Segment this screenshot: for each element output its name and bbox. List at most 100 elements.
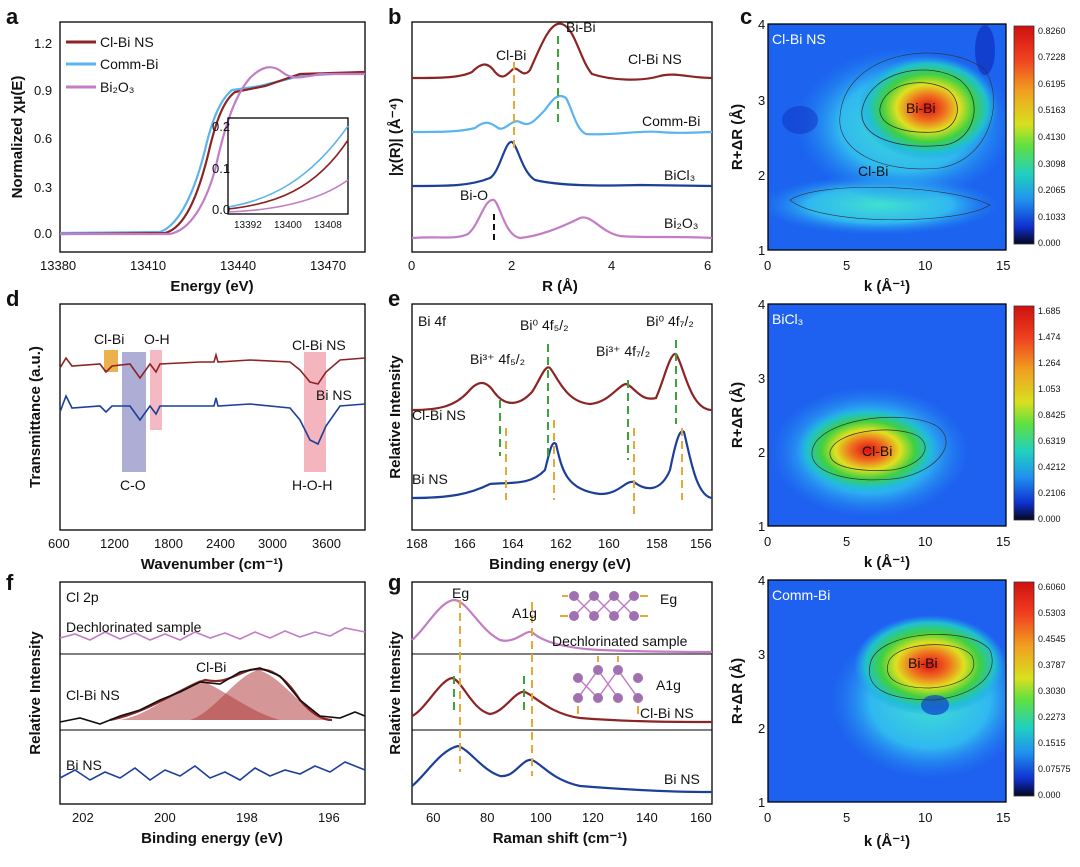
inset-ytick: 0.2 — [212, 119, 230, 134]
xtick: 6 — [704, 258, 711, 273]
xlabel-c2: k (Å⁻¹) — [864, 554, 910, 571]
ytick: 4 — [758, 573, 765, 588]
xlabel-b: R (Å) — [542, 278, 578, 295]
crystal-structure-a1g — [573, 656, 643, 714]
ylabel-g: Relative Intensity — [387, 631, 404, 755]
annotation-bi-bi: Bi-Bi — [566, 19, 596, 35]
xtick: 156 — [690, 536, 712, 551]
xtick: 166 — [454, 536, 476, 551]
series-f-dechlorinated — [59, 627, 366, 641]
band-h-o-h — [304, 352, 326, 472]
inset-xtick: 13408 — [314, 220, 342, 231]
inset-a: 0.0 0.1 0.2 13392 13400 13408 — [212, 117, 349, 231]
legend-label-comm-bi: Comm-Bi — [100, 56, 158, 72]
xtick: 1200 — [100, 536, 129, 551]
series-label: Dechlorinated sample — [552, 633, 688, 649]
ylabel-d: Transmittance (a.u.) — [27, 346, 44, 488]
panel-b-frame — [411, 21, 713, 253]
xtick: 3600 — [312, 536, 341, 551]
xtick: 13410 — [130, 258, 166, 273]
annotation: Bi⁰ 4f₅/₂ — [520, 317, 569, 333]
cbar-tick: 0.8260 — [1038, 26, 1066, 36]
inset-xtick: 13400 — [274, 220, 302, 231]
xlabel-f: Binding energy (eV) — [141, 830, 283, 847]
inset-xtick: 13392 — [234, 220, 262, 231]
cbar-tick: 0.3787 — [1038, 660, 1066, 670]
xtick: 200 — [154, 810, 176, 825]
annotation-cl-bi: Cl-Bi — [496, 47, 526, 63]
annotation-eg: Eg — [452, 585, 469, 601]
map-second-label: Cl-Bi — [858, 163, 888, 179]
ylabel-b: |χ(R)| (Å⁻⁴) — [387, 98, 404, 176]
series-g-bi-ns — [411, 744, 713, 794]
series-g-cl-bi-ns — [411, 676, 713, 724]
ytick: 2 — [758, 721, 765, 736]
xtick: 160 — [690, 810, 712, 825]
xtick: 0 — [764, 258, 771, 273]
xlabel-d: Wavenumber (cm⁻¹) — [141, 556, 283, 573]
xtick: 10 — [918, 534, 932, 549]
ytick: 4 — [758, 297, 765, 312]
ylabel-f: Relative Intensity — [27, 631, 44, 755]
ticks-c3: 4 3 2 1 0 5 10 15 — [758, 573, 1010, 825]
map-peak-label: Cl-Bi — [862, 443, 892, 459]
series-d-cl-bi-ns — [59, 352, 366, 385]
colorbar-labels-2: 1.685 1.474 1.264 1.053 0.8425 0.6319 0.… — [1038, 306, 1066, 524]
annotation: Bi³⁺ 4f₇/₂ — [596, 343, 650, 359]
xtick: 13440 — [220, 258, 256, 273]
annotation: Cl-Bi — [196, 659, 226, 675]
series-label: Bi NS — [664, 771, 700, 787]
panel-b: b Cl-Bi Bi-Bi Bi-O Cl-Bi NS Comm-Bi BiCl… — [387, 4, 713, 295]
xtick: 0 — [764, 810, 771, 825]
ytick: 1.2 — [34, 36, 52, 51]
xtick: 158 — [646, 536, 668, 551]
series-label: Bi NS — [412, 471, 448, 487]
xtick: 5 — [843, 258, 850, 273]
ytick: 1 — [758, 243, 765, 258]
fit-peak-2 — [190, 670, 330, 720]
band-cl-bi — [104, 350, 118, 372]
ticks-a: 0.0 0.3 0.6 0.9 1.2 13380 13410 13440 13… — [34, 36, 346, 273]
panel-label-d: d — [6, 286, 19, 311]
panel-label-a: a — [6, 4, 19, 29]
map-title: Comm-Bi — [772, 587, 830, 603]
series-label: Bi₂O₃ — [664, 215, 698, 231]
series-comm-bi — [59, 70, 366, 235]
ytick: 1 — [758, 519, 765, 534]
inset-frame — [227, 117, 349, 215]
cbar-tick: 0.000 — [1038, 514, 1061, 524]
ytick: 2 — [758, 168, 765, 183]
annotation: Bi⁰ 4f₇/₂ — [646, 313, 694, 329]
series-g-dechlorinated — [411, 598, 713, 654]
panel-d: d Cl-Bi O-H C-O H-O-H Cl-Bi NS Bi NS 600… — [6, 286, 366, 573]
panel-label-b: b — [388, 4, 401, 29]
ticks-c2: 4 3 2 1 0 5 10 15 — [758, 297, 1010, 549]
panel-g: g — [387, 570, 713, 847]
colorbar — [1013, 25, 1035, 245]
cbar-tick: 0.8425 — [1038, 410, 1066, 420]
ticks-b: 0 2 4 6 — [408, 258, 711, 273]
colorbar-labels-3: 0.6060 0.5303 0.4545 0.3787 0.3030 0.227… — [1038, 582, 1071, 800]
series-b-comm-bi — [411, 94, 713, 136]
cbar-tick: 1.474 — [1038, 332, 1061, 342]
series-label: Cl-Bi NS — [66, 687, 120, 703]
xtick: 5 — [843, 810, 850, 825]
xtick: 13380 — [40, 258, 76, 273]
series-e-bi-ns — [411, 430, 713, 500]
map-title: Cl-Bi NS — [772, 31, 826, 47]
xtick: 168 — [406, 536, 428, 551]
map-peak-label: Bi-Bi — [906, 100, 936, 116]
xtick: 15 — [996, 534, 1010, 549]
xlabel-e: Binding energy (eV) — [489, 556, 631, 573]
ytick: 4 — [758, 17, 765, 32]
ytick: 0.3 — [34, 180, 52, 195]
panel-f-title: Cl 2p — [66, 589, 99, 605]
cbar-tick: 0.6319 — [1038, 436, 1066, 446]
ylabel-c3: R+ΔR (Å) — [729, 658, 746, 724]
annotation: Cl-Bi — [94, 331, 124, 347]
ytick: 3 — [758, 371, 765, 386]
xtick: 15 — [996, 810, 1010, 825]
ytick: 3 — [758, 647, 765, 662]
annotation: O-H — [144, 331, 170, 347]
series-cl-bi-ns — [59, 70, 366, 236]
